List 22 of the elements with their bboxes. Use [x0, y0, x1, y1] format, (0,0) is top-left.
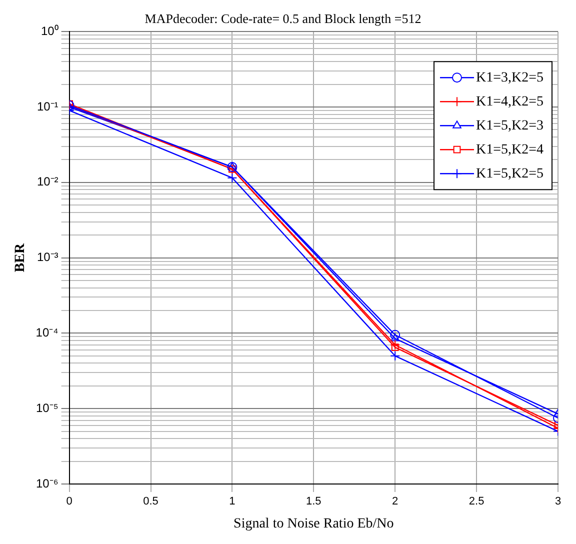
- y-tick-label: 10⁻¹: [36, 99, 58, 114]
- legend-label: K1=5,K2=4: [476, 142, 544, 158]
- x-tick-label: 0: [66, 496, 72, 508]
- x-tick-label: 1.5: [306, 496, 322, 508]
- y-tick-label: 10⁻⁴: [36, 326, 58, 340]
- x-axis-title: Signal to Noise Ratio Eb/No: [234, 516, 394, 532]
- legend-label: K1=3,K2=5: [476, 70, 544, 86]
- y-tick-label: 10⁻⁶: [36, 476, 58, 490]
- chart-title: MAPdecoder: Code-rate= 0.5 and Block length =512: [144, 11, 422, 26]
- y-axis-title: BER: [13, 242, 28, 272]
- legend-label: K1=5,K2=5: [476, 166, 544, 182]
- x-tick-label: 3: [554, 496, 562, 508]
- x-tick-label: 1: [229, 496, 236, 508]
- x-tick-label: 2: [392, 496, 398, 508]
- y-tick-label: 10⁻³: [36, 250, 58, 264]
- x-tick-label: 2.5: [468, 496, 484, 508]
- y-tick-label: 10⁰: [40, 24, 58, 38]
- y-tick-label: 10⁻²: [36, 174, 58, 189]
- legend-label: K1=5,K2=3: [476, 118, 544, 134]
- legend-label: K1=4,K2=5: [476, 94, 544, 110]
- y-tick-label: 10⁻⁵: [36, 400, 58, 415]
- x-tick-label: 0.5: [143, 496, 158, 508]
